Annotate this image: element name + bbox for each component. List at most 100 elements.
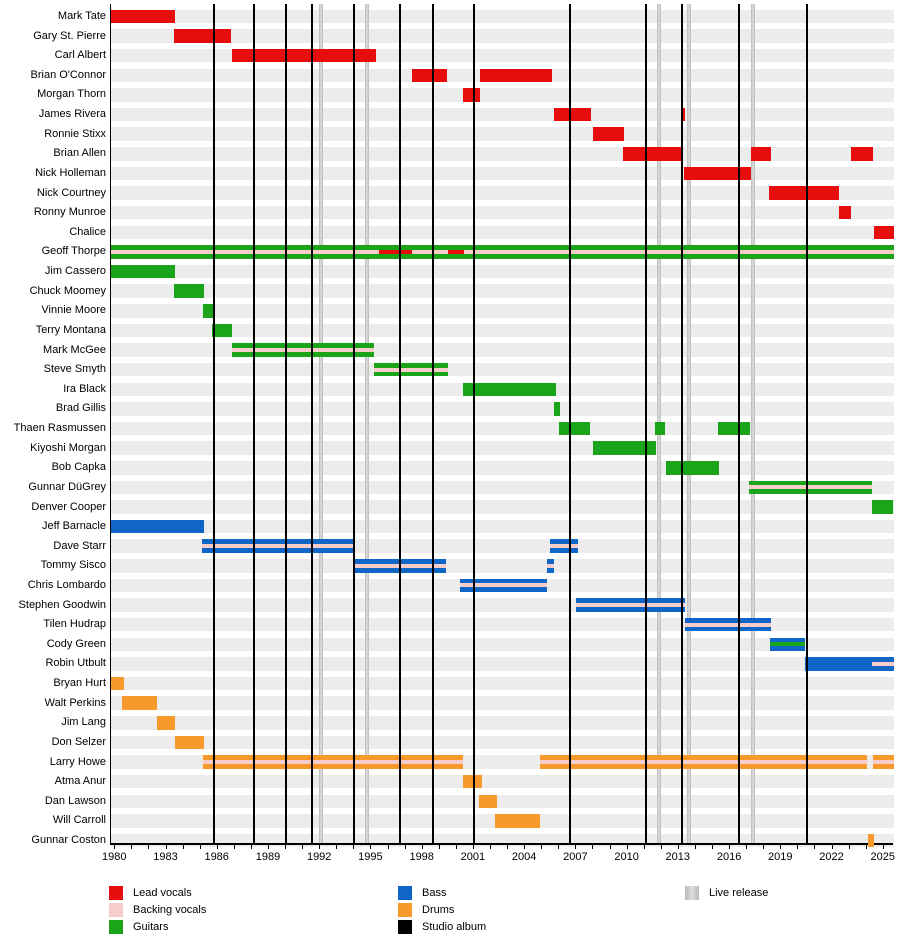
row-band bbox=[111, 559, 894, 573]
axis-tick bbox=[848, 845, 850, 849]
member-row-label: Walt Perkins bbox=[44, 696, 106, 709]
axis-tick bbox=[250, 845, 252, 849]
row-band bbox=[111, 676, 894, 691]
axis-tick bbox=[575, 845, 577, 849]
member-row-label: Morgan Thorn bbox=[37, 88, 106, 101]
axis-year-label: 2016 bbox=[716, 851, 742, 863]
axis-tick bbox=[541, 845, 543, 849]
member-tenure-bar bbox=[111, 519, 205, 534]
member-tenure-bar bbox=[871, 657, 894, 671]
studio-album-line bbox=[737, 4, 740, 844]
axis-tick bbox=[199, 845, 201, 849]
member-row-label: Stephen Goodwin bbox=[18, 598, 106, 611]
member-tenure-bar bbox=[122, 696, 158, 710]
backing-vocals-stripe bbox=[549, 544, 579, 549]
member-row-label: Dan Lawson bbox=[44, 794, 106, 807]
member-row-label: Bob Capka bbox=[51, 461, 106, 474]
guitars-stripe bbox=[770, 642, 806, 647]
legend-item: Backing vocals bbox=[109, 903, 309, 919]
member-tenure-bar bbox=[539, 755, 868, 769]
axis-year-label: 2010 bbox=[614, 851, 639, 863]
member-tenure-bar bbox=[157, 716, 175, 730]
row-band bbox=[111, 637, 894, 652]
backing-vocals-stripe bbox=[871, 661, 894, 666]
axis-tick bbox=[643, 845, 645, 849]
row-band bbox=[111, 323, 894, 338]
member-tenure-bar bbox=[871, 500, 894, 514]
row-band bbox=[111, 500, 894, 514]
legend-label: Live release bbox=[709, 887, 769, 899]
member-tenure-bar bbox=[479, 794, 497, 809]
axis-year-label: 2013 bbox=[665, 851, 691, 863]
member-row-label: Kiyoshi Morgan bbox=[30, 441, 106, 454]
axis-tick bbox=[233, 845, 235, 849]
member-tenure-bar bbox=[593, 441, 656, 455]
axis-tick bbox=[131, 845, 133, 849]
axis-tick bbox=[882, 845, 884, 849]
studio-album-line bbox=[568, 4, 571, 844]
row-band bbox=[111, 774, 894, 789]
row-band bbox=[111, 716, 894, 730]
studio-album-line bbox=[805, 4, 808, 844]
axis-year-label: 1980 bbox=[102, 851, 127, 863]
legend-label: Studio album bbox=[422, 921, 487, 933]
member-tenure-bar bbox=[111, 676, 124, 691]
member-row-label: Mark McGee bbox=[43, 343, 106, 356]
lead-vocals-stripe-segment bbox=[379, 249, 413, 254]
member-tenure-bar bbox=[111, 245, 894, 259]
studio-album-line bbox=[285, 4, 287, 844]
axis-tick bbox=[268, 845, 269, 849]
backing-vocals-stripe bbox=[539, 760, 868, 765]
member-row-label: Cody Green bbox=[46, 637, 106, 650]
backing-vocals-stripe bbox=[111, 249, 894, 254]
member-row-label: Chuck Moomey bbox=[29, 284, 106, 297]
axis-tick bbox=[336, 845, 338, 849]
live-release-legend-swatch bbox=[685, 886, 699, 900]
axis-tick bbox=[182, 845, 184, 849]
member-tenure-bar bbox=[769, 186, 840, 200]
row-band bbox=[111, 107, 894, 122]
row-band bbox=[111, 264, 894, 279]
row-band bbox=[111, 421, 894, 436]
member-tenure-bar bbox=[411, 68, 447, 83]
axis-year-label: 1995 bbox=[358, 851, 383, 863]
axis-tick bbox=[165, 845, 167, 849]
member-row-label: Gary St. Pierre bbox=[33, 29, 106, 42]
studio-album-line bbox=[353, 4, 356, 844]
legend-label: Bass bbox=[422, 887, 447, 899]
member-tenure-bar bbox=[462, 382, 556, 397]
member-tenure-bar bbox=[654, 421, 666, 436]
member-row-label: Brian O'Connor bbox=[30, 68, 106, 81]
member-tenure-bar bbox=[462, 88, 480, 102]
legend-label: Lead vocals bbox=[133, 887, 192, 899]
row-band bbox=[111, 461, 894, 475]
member-row-label: Terry Montana bbox=[35, 323, 106, 336]
row-band bbox=[111, 205, 894, 220]
axis-tick bbox=[472, 845, 474, 849]
member-row-label: Chalice bbox=[69, 225, 106, 238]
axis-tick bbox=[712, 845, 713, 849]
axis-year-label: 2001 bbox=[460, 851, 486, 863]
axis-tick bbox=[490, 845, 491, 849]
member-row-label: Tilen Hudrap bbox=[43, 618, 106, 631]
axis-tick bbox=[626, 845, 628, 849]
row-band bbox=[111, 519, 894, 534]
axis-tick bbox=[831, 845, 833, 849]
axis-tick bbox=[677, 845, 679, 849]
member-row-label: Denver Cooper bbox=[31, 500, 106, 513]
member-tenure-bar bbox=[576, 598, 685, 612]
row-band bbox=[111, 284, 894, 298]
member-tenure-bar bbox=[549, 539, 579, 553]
axis-year-label: 1986 bbox=[204, 851, 229, 863]
backing-vocals-stripe bbox=[203, 760, 463, 765]
member-row-label: Bryan Hurt bbox=[53, 677, 106, 690]
plot-area bbox=[110, 4, 894, 848]
member-row-label: Ronnie Stixx bbox=[44, 127, 106, 140]
member-tenure-bar bbox=[683, 166, 752, 181]
member-tenure-bar bbox=[593, 127, 625, 141]
member-tenure-bar bbox=[111, 9, 175, 24]
member-tenure-bar bbox=[495, 814, 541, 828]
member-tenure-bar bbox=[111, 264, 175, 279]
axis-tick bbox=[438, 845, 440, 849]
member-row-label: Larry Howe bbox=[49, 755, 106, 768]
